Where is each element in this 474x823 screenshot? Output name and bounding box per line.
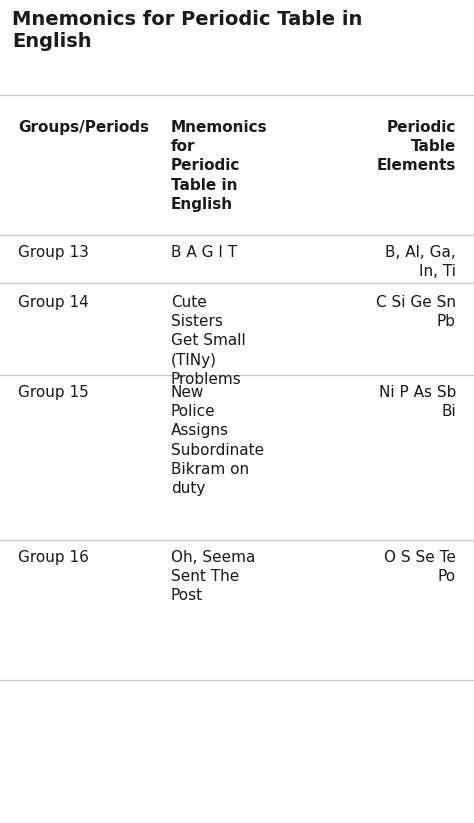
Text: C Si Ge Sn
Pb: C Si Ge Sn Pb xyxy=(376,295,456,329)
Text: Group 14: Group 14 xyxy=(18,295,89,310)
Text: Oh, Seema
Sent The
Post: Oh, Seema Sent The Post xyxy=(171,550,255,603)
Text: O S Se Te
Po: O S Se Te Po xyxy=(384,550,456,584)
Text: Group 16: Group 16 xyxy=(18,550,89,565)
Text: Groups/Periods: Groups/Periods xyxy=(18,120,149,135)
Text: B, Al, Ga,
In, Ti: B, Al, Ga, In, Ti xyxy=(385,245,456,279)
Text: B A G I T: B A G I T xyxy=(171,245,237,260)
Text: Mnemonics for Periodic Table in
English: Mnemonics for Periodic Table in English xyxy=(12,10,363,51)
Text: Group 13: Group 13 xyxy=(18,245,89,260)
Text: Periodic
Table
Elements: Periodic Table Elements xyxy=(377,120,456,174)
Text: Mnemonics
for
Periodic
Table in
English: Mnemonics for Periodic Table in English xyxy=(171,120,268,212)
Text: New
Police
Assigns
Subordinate
Bikram on
duty: New Police Assigns Subordinate Bikram on… xyxy=(171,385,264,496)
Text: Group 15: Group 15 xyxy=(18,385,89,400)
Text: Cute
Sisters
Get Small
(TINy)
Problems: Cute Sisters Get Small (TINy) Problems xyxy=(171,295,246,387)
Text: Ni P As Sb
Bi: Ni P As Sb Bi xyxy=(379,385,456,419)
